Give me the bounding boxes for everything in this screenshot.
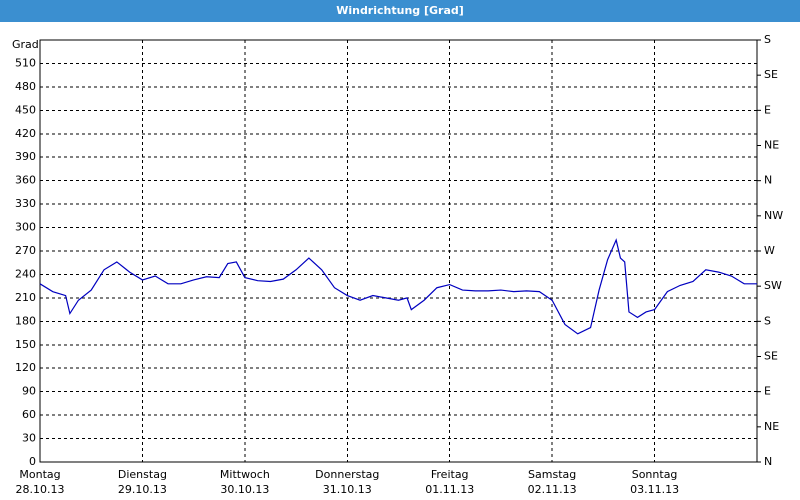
y2-tick-label: E xyxy=(764,385,771,398)
plot-frame xyxy=(39,39,758,463)
y-tick-label: 270 xyxy=(15,244,36,257)
y2-tick-label: S xyxy=(764,314,771,327)
y2-tick-label: NE xyxy=(764,420,779,433)
y-tick-label: 390 xyxy=(15,150,36,163)
y-tick-label: 480 xyxy=(15,80,36,93)
y-tick-label: 0 xyxy=(29,455,36,468)
y-tick-label: 120 xyxy=(15,361,36,374)
x-tick-label: Montag xyxy=(19,468,60,481)
y-tick-label: 360 xyxy=(15,174,36,187)
x-tick-sublabel: 02.11.13 xyxy=(528,483,577,496)
x-tick-sublabel: 28.10.13 xyxy=(16,483,65,496)
y2-tick-label: SW xyxy=(764,279,782,292)
y-axis-title: Grad xyxy=(12,38,39,51)
x-tick-label: Freitag xyxy=(431,468,469,481)
y-tick-label: 420 xyxy=(15,127,36,140)
y-tick-label: 510 xyxy=(15,56,36,69)
y2-tick-label: S xyxy=(764,33,771,46)
x-tick-label: Donnerstag xyxy=(315,468,379,481)
title-bar: Windrichtung [Grad] xyxy=(0,0,800,22)
y2-tick-label: E xyxy=(764,103,771,116)
y-tick-label: 90 xyxy=(22,385,36,398)
x-tick-label: Sonntag xyxy=(632,468,678,481)
x-tick-sublabel: 01.11.13 xyxy=(425,483,474,496)
y2-tick-label: NE xyxy=(764,139,779,152)
y-tick-label: 30 xyxy=(22,432,36,445)
data-line xyxy=(39,238,757,335)
y-tick-label: 150 xyxy=(15,338,36,351)
y-tick-label: 240 xyxy=(15,267,36,280)
y-tick-label: 210 xyxy=(15,291,36,304)
x-tick-sublabel: 31.10.13 xyxy=(323,483,372,496)
x-tick-label: Dienstag xyxy=(118,468,167,481)
y2-tick-label: W xyxy=(764,244,775,257)
y-tick-label: 450 xyxy=(15,103,36,116)
x-tick-sublabel: 29.10.13 xyxy=(118,483,167,496)
x-tick-sublabel: 30.10.13 xyxy=(220,483,269,496)
y2-tick-label: SE xyxy=(764,68,778,81)
y2-tick-label: N xyxy=(764,455,772,468)
y2-tick-label: SE xyxy=(764,350,778,363)
y2-tick-label: NW xyxy=(764,209,783,222)
y-tick-label: 180 xyxy=(15,314,36,327)
y2-tick-label: N xyxy=(764,174,772,187)
x-tick-label: Samstag xyxy=(528,468,576,481)
x-tick-sublabel: 03.11.13 xyxy=(630,483,679,496)
chart: Grad 0 30 60 90 120 150 180 210 240 270 300 330 360 3… xyxy=(12,33,783,496)
y-tick-label: 300 xyxy=(15,221,36,234)
y-tick-label: 330 xyxy=(15,197,36,210)
x-tick-label: Mittwoch xyxy=(220,468,270,481)
y-tick-label: 60 xyxy=(22,408,36,421)
